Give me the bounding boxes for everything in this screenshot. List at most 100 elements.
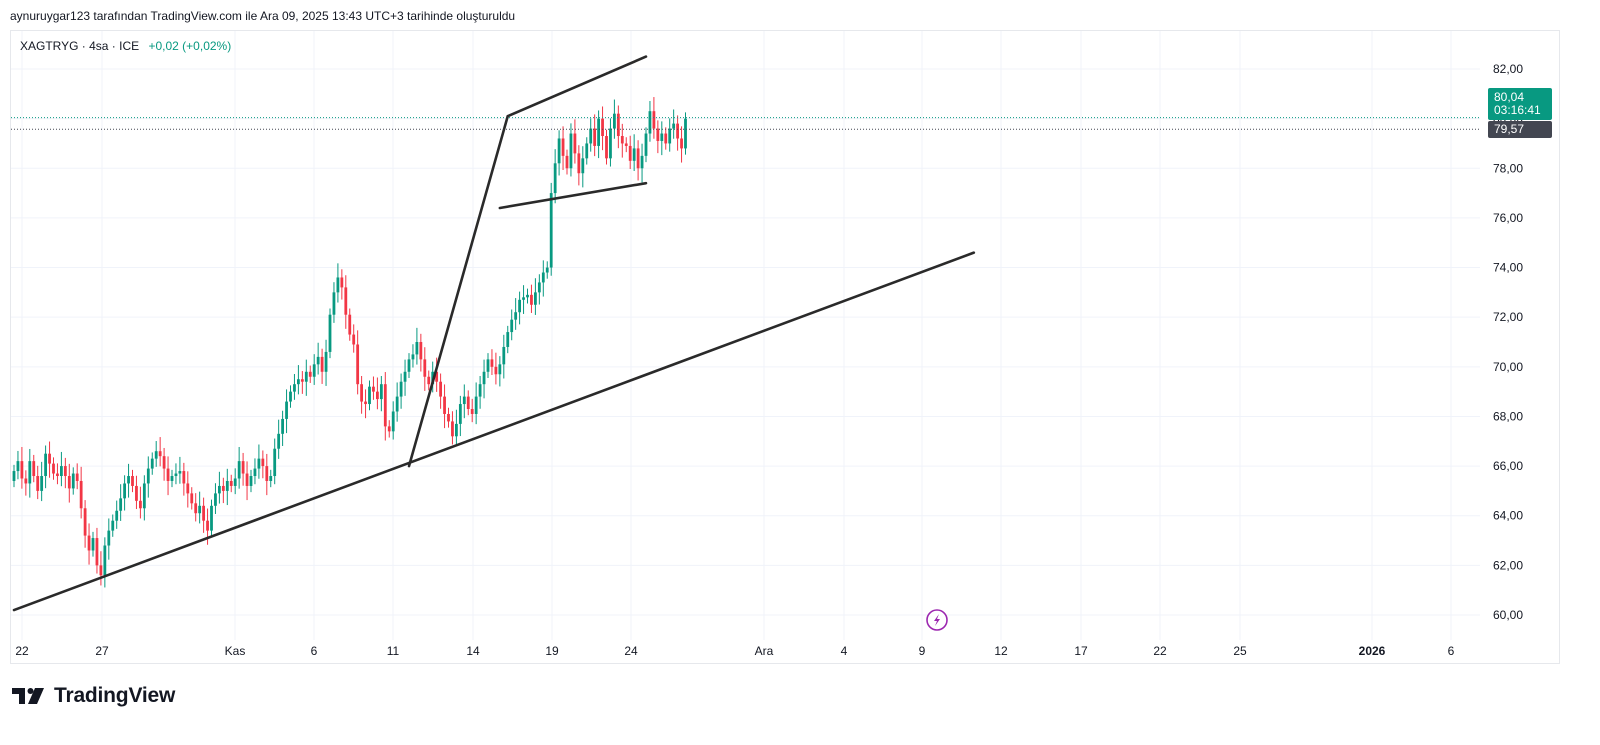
candle-body: [486, 359, 490, 372]
prev-price-badge: 79,57: [1488, 121, 1552, 138]
candle-body: [577, 153, 581, 174]
x-axis: 22 27 Kas 6 11 14 19 24 Ara 4 9 12 17 22 25 2026 6: [15, 644, 1454, 658]
candle-body: [95, 538, 99, 566]
symbol-label[interactable]: XAGTRYG · 4sa · ICE: [20, 39, 140, 53]
candle-body: [83, 508, 87, 536]
candle-body: [620, 136, 624, 144]
candle-body: [249, 476, 253, 486]
candle-body: [36, 476, 40, 491]
candle-body: [644, 133, 648, 156]
tradingview-logo[interactable]: TradingView: [12, 684, 175, 708]
x-tick-label: 6: [311, 644, 318, 658]
candle-body: [44, 453, 47, 477]
lightning-bolt-icon[interactable]: [926, 609, 948, 631]
candle-body: [135, 485, 138, 501]
candle-body: [312, 364, 316, 377]
candle-body: [229, 480, 233, 486]
candle-body: [265, 466, 269, 481]
x-tick-label: 25: [1233, 644, 1247, 658]
candle-body: [206, 520, 209, 531]
candle-body: [613, 113, 616, 129]
x-tick-label: 6: [1448, 644, 1455, 658]
candle-body: [214, 493, 217, 506]
candle-body: [150, 458, 154, 469]
candle-body: [48, 453, 51, 464]
candle-body: [561, 138, 565, 156]
candle-body: [447, 413, 450, 422]
candle-body: [624, 143, 628, 146]
candle-body: [482, 371, 486, 385]
candle-body: [28, 461, 32, 484]
candle-body: [597, 118, 600, 146]
trendlines: [11, 55, 1480, 612]
candle-body: [364, 401, 367, 405]
candle-body: [316, 356, 320, 365]
last-price-value: 80,04: [1494, 90, 1525, 104]
candle-body: [376, 391, 379, 400]
candle-body: [549, 193, 553, 268]
y-tick-label: 78,00: [1493, 161, 1523, 175]
candle-body: [632, 148, 636, 161]
candle-body: [119, 498, 123, 511]
grid: [11, 31, 1480, 640]
candles: [12, 97, 687, 588]
x-tick-label: Kas: [225, 644, 246, 658]
candle-body: [514, 312, 518, 320]
candle-body: [372, 386, 375, 392]
candle-body: [237, 461, 241, 479]
trendline: [498, 181, 648, 210]
candle-body: [115, 510, 119, 521]
candle-body: [198, 505, 202, 514]
candle-body: [668, 128, 672, 144]
candle-body: [403, 371, 407, 382]
candle-body: [12, 471, 16, 481]
candle-body: [233, 478, 237, 486]
candle-body: [684, 118, 687, 149]
candle-body: [103, 545, 107, 576]
candle-body: [194, 503, 198, 514]
candle-body: [225, 480, 229, 491]
candle-body: [569, 133, 573, 169]
candle-body: [146, 468, 150, 484]
candle-body: [581, 158, 585, 174]
candle-body: [557, 138, 561, 164]
x-tick-label: 27: [95, 644, 109, 658]
candle-body: [585, 143, 589, 159]
candle-body: [526, 294, 529, 298]
y-tick-label: 66,00: [1493, 459, 1523, 473]
trendline: [407, 114, 510, 468]
candle-body: [87, 535, 91, 551]
candle-body: [174, 473, 178, 477]
candle-body: [202, 505, 205, 521]
candle-body: [348, 314, 352, 335]
x-tick-label: 22: [15, 644, 29, 658]
chart-legend: XAGTRYG · 4sa · ICE +0,02 (+0,02%): [20, 39, 231, 53]
candle-body: [218, 485, 221, 494]
candle-body: [186, 483, 190, 494]
y-tick-label: 72,00: [1493, 310, 1523, 324]
candle-body: [458, 404, 462, 424]
candle-body: [605, 136, 608, 159]
candle-body: [277, 433, 281, 449]
y-tick-label: 76,00: [1493, 211, 1523, 225]
candle-body: [664, 133, 668, 144]
candle-body: [340, 277, 344, 288]
candle-body: [32, 461, 36, 477]
x-tick-label: 22: [1153, 644, 1167, 658]
candle-body: [379, 384, 383, 400]
candle-body: [245, 473, 249, 486]
candle-body: [182, 471, 186, 484]
candle-body: [636, 148, 640, 169]
candle-body: [676, 123, 679, 139]
candle-body: [308, 371, 312, 377]
candle-body: [158, 451, 162, 457]
price-change: +0,02 (+0,02%): [148, 39, 232, 53]
y-tick-label: 74,00: [1493, 261, 1523, 275]
candle-body: [79, 480, 83, 509]
candle-body: [435, 371, 439, 382]
candle-body: [52, 463, 55, 474]
candle-body: [387, 426, 391, 432]
candle-body: [660, 133, 664, 141]
candle-body: [411, 354, 415, 360]
